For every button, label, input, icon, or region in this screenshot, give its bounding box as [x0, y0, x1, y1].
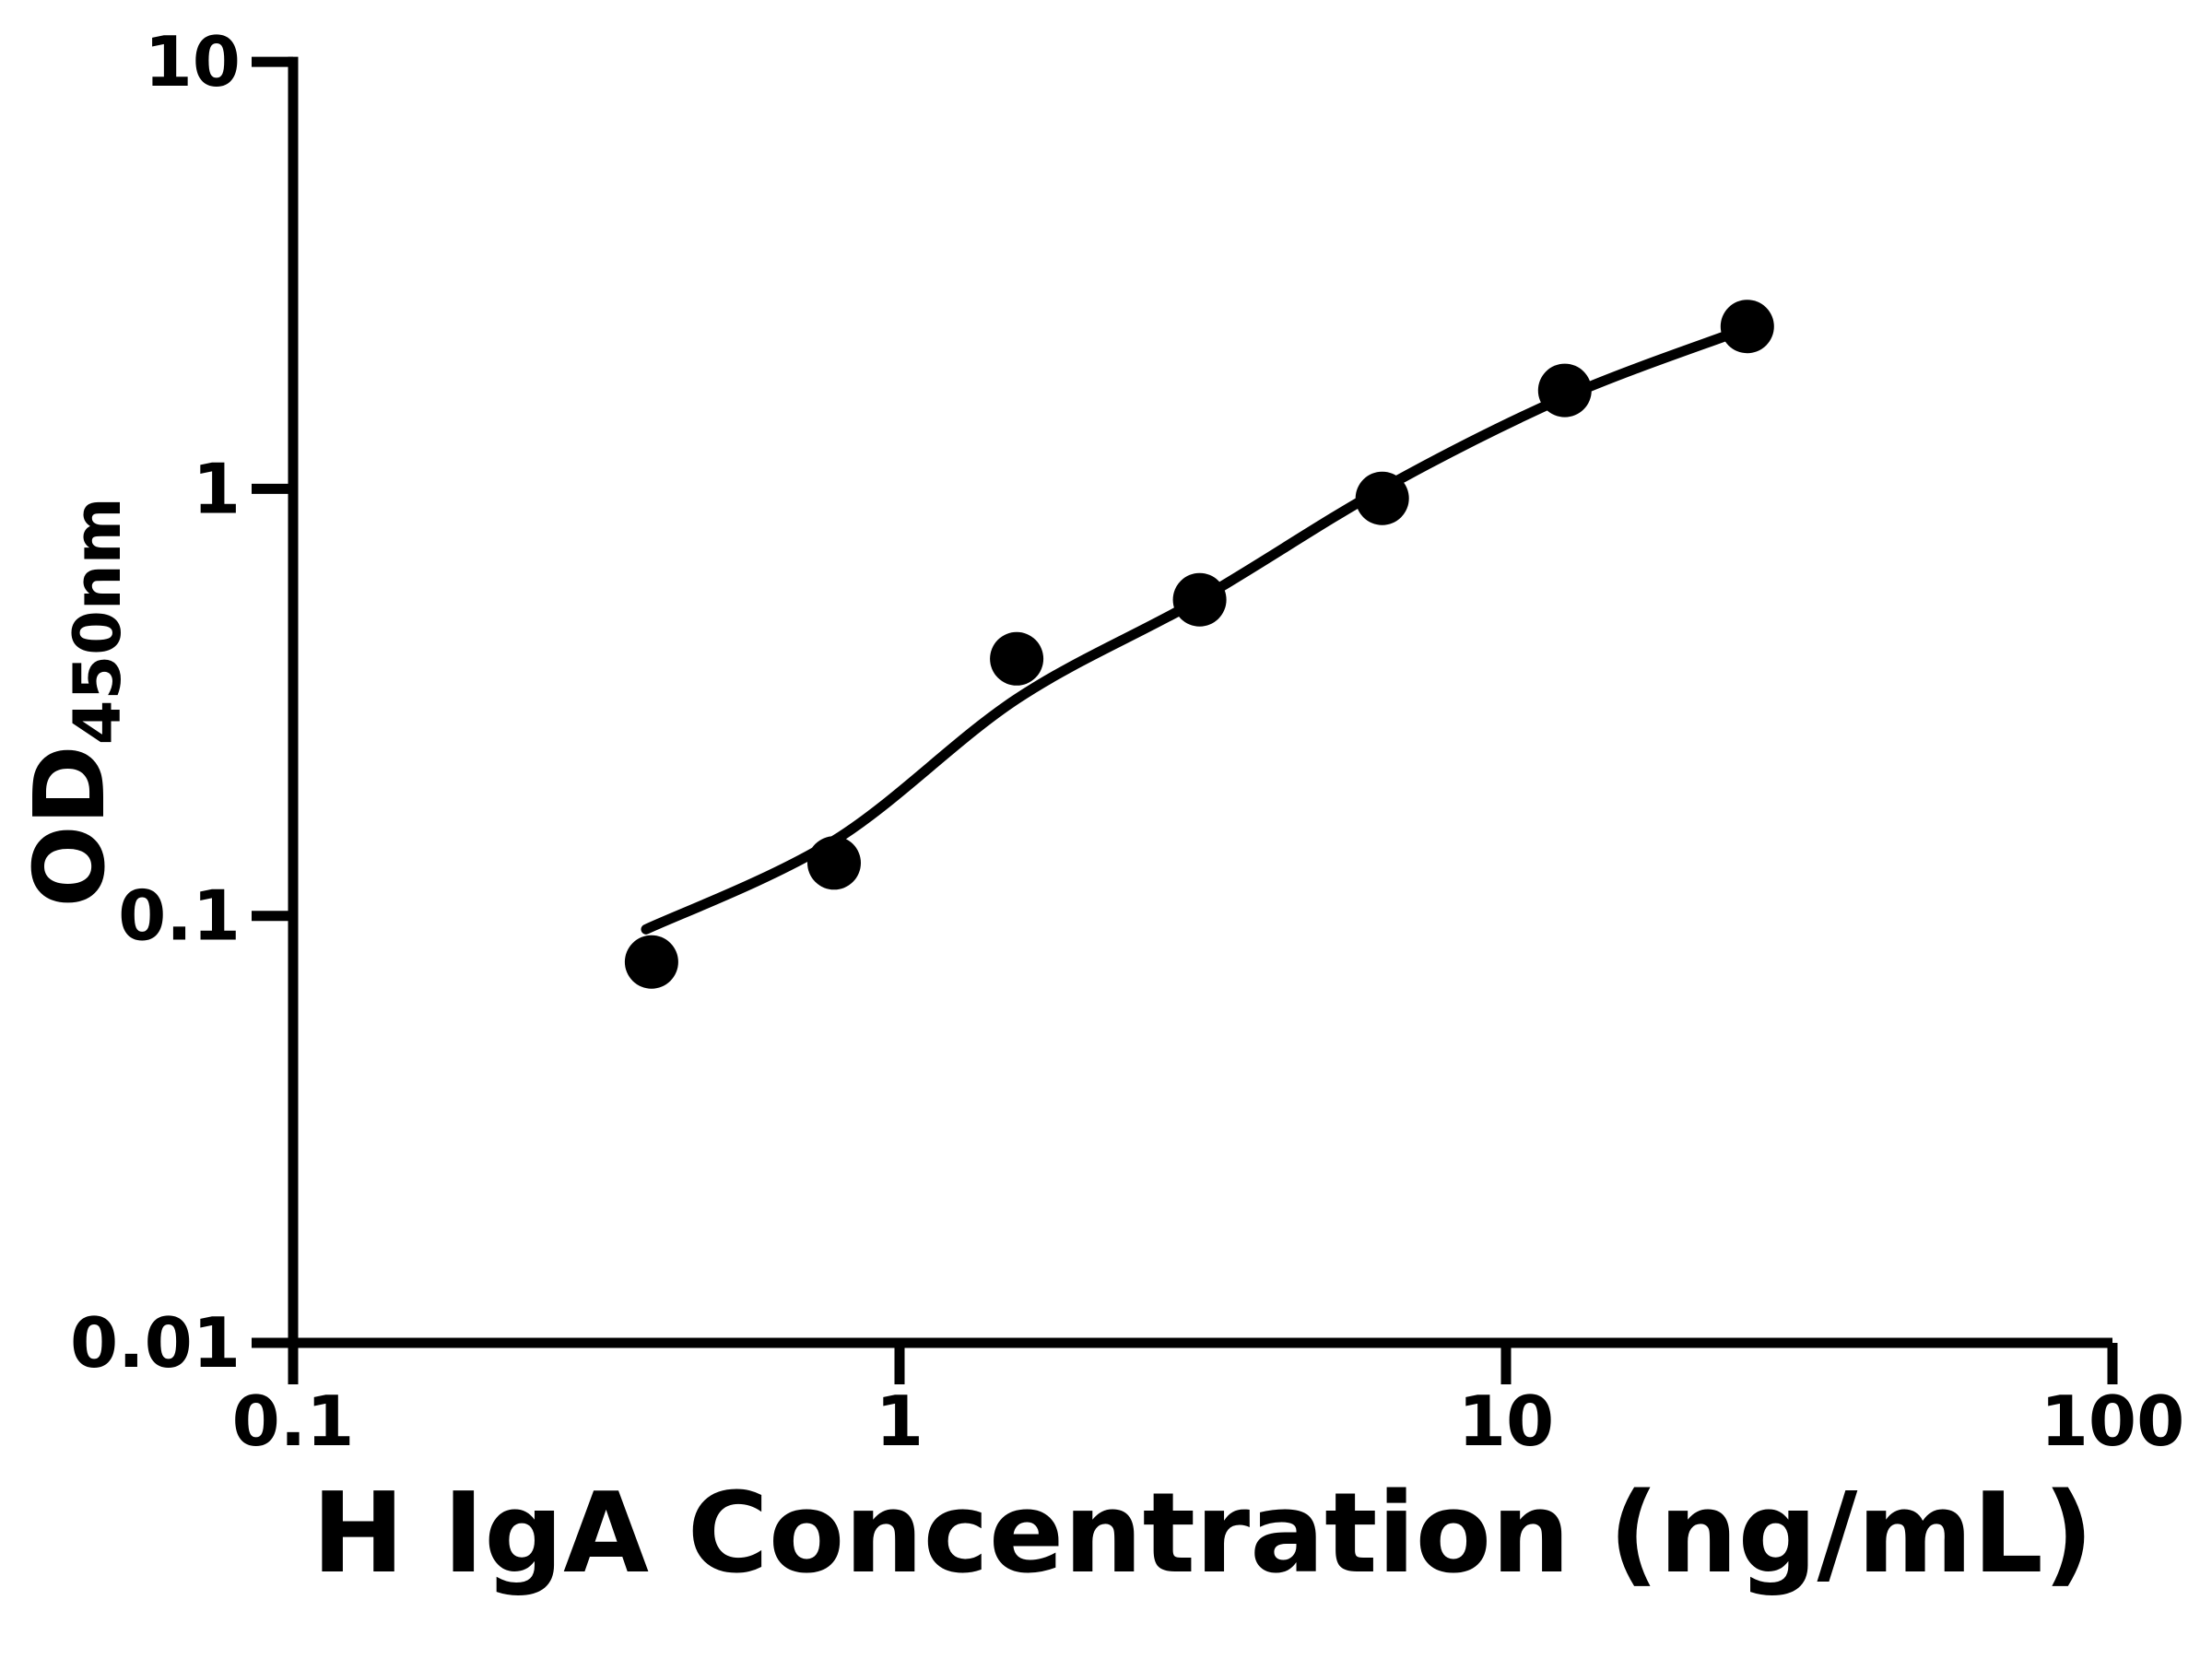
y-axis-title: OD450nm: [14, 497, 135, 907]
data-point-marker: [1537, 363, 1592, 418]
y-tick-label: 0.1: [118, 876, 241, 957]
data-point-marker: [807, 836, 861, 890]
x-axis-title: H IgA Concentration (ng/mL): [312, 1470, 2093, 1598]
x-tick-label: 100: [2041, 1381, 2185, 1462]
axes: [288, 56, 2112, 1348]
x-tick-label: 10: [1458, 1381, 1554, 1462]
y-tick-label: 10: [145, 21, 241, 102]
y-axis-title-subscript: 450nm: [60, 497, 135, 745]
svg-text:OD450nm: OD450nm: [14, 497, 135, 907]
y-tick-label: 0.01: [70, 1302, 241, 1383]
data-point-marker: [1172, 572, 1227, 627]
x-tick-label: 0.1: [232, 1381, 355, 1462]
x-tick-label: 1: [876, 1381, 924, 1462]
data-point-marker: [1355, 471, 1409, 525]
data-point-marker: [1720, 300, 1774, 354]
y-tick-label: 1: [193, 448, 241, 529]
data-point-marker: [990, 631, 1044, 686]
y-axis-title-main: OD: [14, 745, 126, 907]
fit-curve-line: [641, 325, 1745, 935]
data-point-marker: [624, 935, 678, 989]
